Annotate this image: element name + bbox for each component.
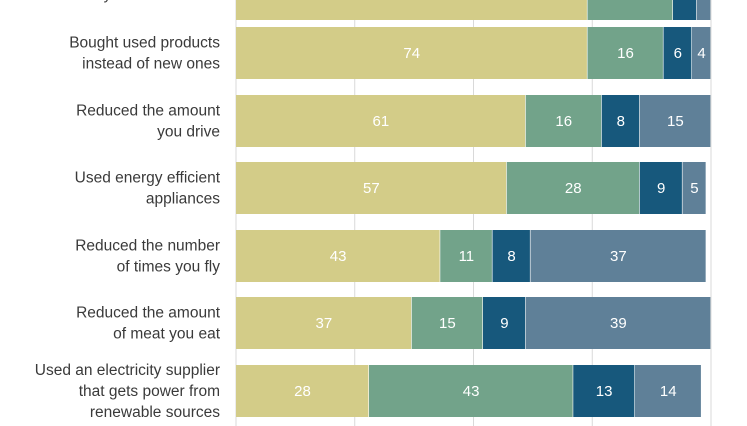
data-label: 43	[330, 248, 347, 265]
bar-segment	[601, 95, 640, 147]
bar-segment	[663, 27, 692, 79]
bar-segment	[411, 297, 483, 349]
bar-segment	[587, 27, 663, 79]
category-label: Used energy efficient	[75, 170, 221, 187]
category-labels: they are not needed Bought used products i…	[35, 0, 221, 421]
data-label: 61	[373, 113, 390, 130]
bar-segment	[692, 27, 711, 79]
category-label: of times you fly	[117, 259, 221, 276]
data-label: 9	[657, 180, 665, 197]
category-label: that gets power from	[79, 383, 220, 400]
category-label: Used an electricity supplier	[35, 362, 220, 379]
category-label: appliances	[146, 191, 220, 208]
data-label: 28	[294, 383, 311, 400]
bar-segment	[236, 0, 587, 20]
data-label: 37	[316, 315, 333, 332]
data-label: 5	[690, 180, 698, 197]
data-label: 8	[507, 248, 515, 265]
category-label: instead of new ones	[82, 56, 220, 73]
bar-segment	[236, 95, 526, 147]
data-label: 74	[403, 0, 420, 3]
data-label: 16	[555, 113, 572, 130]
category-label: renewable sources	[90, 404, 220, 421]
category-label: you drive	[157, 124, 220, 141]
category-label: they are not needed	[82, 0, 220, 3]
bar-segment	[696, 0, 711, 20]
bar-segment	[236, 162, 507, 214]
bar-segment	[525, 297, 711, 349]
bar-segment	[506, 162, 640, 214]
bar-segment	[236, 27, 587, 79]
bar-segment	[639, 162, 682, 214]
data-label: 15	[439, 315, 456, 332]
category-label: of meat you eat	[113, 326, 221, 343]
bar-segment	[673, 0, 697, 20]
data-label: 5	[681, 0, 689, 3]
bar-segment	[236, 365, 369, 417]
data-label: 3	[700, 0, 708, 3]
data-label: 39	[610, 315, 627, 332]
bar-segment	[573, 365, 635, 417]
data-label: 11	[459, 248, 475, 265]
data-label: 6	[674, 45, 682, 62]
bar-segment	[236, 230, 440, 282]
bar-segment	[440, 230, 492, 282]
bar-segment	[492, 230, 530, 282]
data-label: 16	[617, 45, 634, 62]
bar-segment	[530, 230, 706, 282]
data-label: 14	[660, 383, 677, 400]
bar-segment	[236, 297, 412, 349]
category-label: Reduced the amount	[76, 103, 221, 120]
data-label: 9	[500, 315, 508, 332]
bar-segment	[369, 365, 573, 417]
bar-segment	[639, 95, 711, 147]
data-label: 18	[622, 0, 639, 3]
data-label: 57	[363, 180, 380, 197]
bar-segment	[682, 162, 706, 214]
category-label: Bought used products	[69, 35, 220, 52]
data-label: 28	[565, 180, 582, 197]
category-label: Reduced the number	[75, 238, 220, 255]
data-label: 13	[596, 383, 613, 400]
bars-layer: 74 18 5 3 74 16 64 61 16 8 15 57 28 9 5 43 11 8 37 37 15 9 39 2…	[236, 0, 711, 417]
bar-segment	[525, 95, 602, 147]
data-label: 74	[403, 45, 420, 62]
bar-segment	[635, 365, 701, 417]
data-label: 15	[667, 113, 684, 130]
data-label: 37	[610, 248, 627, 265]
bar-segment	[587, 0, 673, 20]
data-label: 43	[463, 383, 480, 400]
bar-segment	[483, 297, 526, 349]
category-label: Reduced the amount	[76, 305, 221, 322]
data-label: 4	[697, 45, 705, 62]
data-label: 8	[617, 113, 625, 130]
